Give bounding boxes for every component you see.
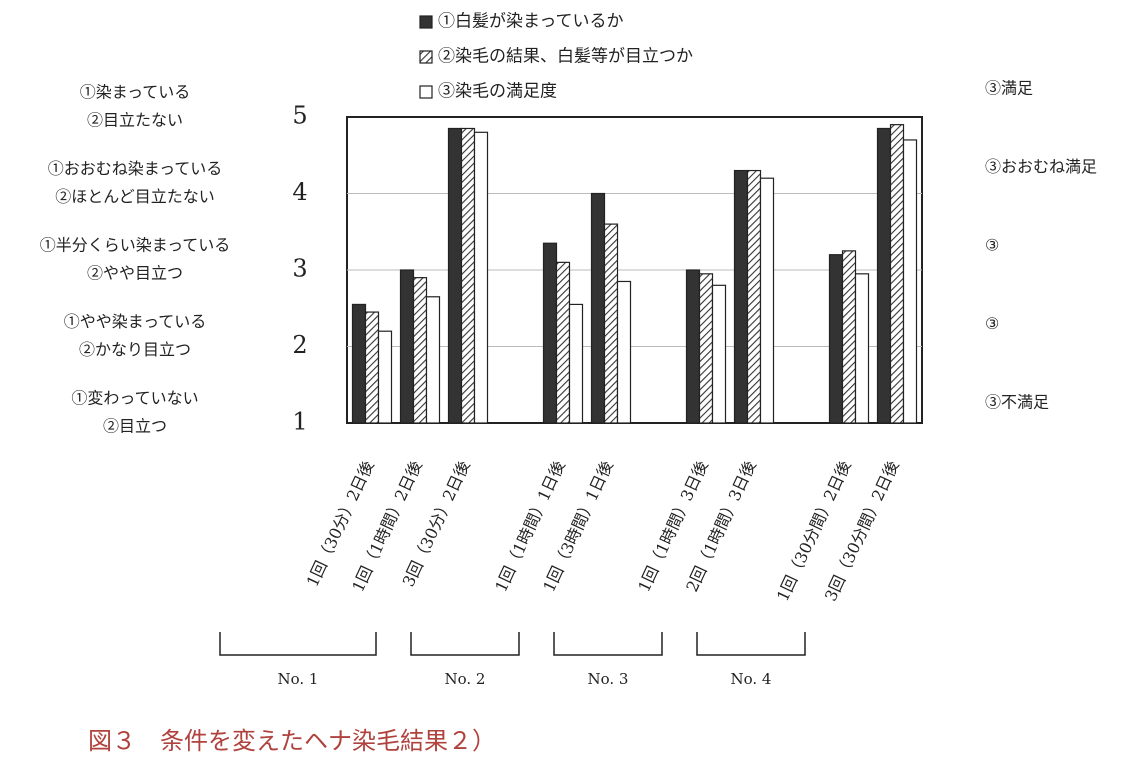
left-level-label: ②やや目立つ (87, 264, 183, 283)
legend-swatch (419, 85, 433, 99)
bar (399, 269, 415, 424)
left-level-label: ①半分くらい染まっている (40, 236, 231, 255)
bar (616, 280, 632, 424)
group-bracket (219, 632, 377, 656)
left-level-label: ②ほとんど目立たない (55, 187, 215, 206)
left-level-label: ①おおむね染まっている (48, 159, 223, 178)
bar (447, 127, 463, 424)
y-tick-label: 4 (292, 178, 307, 206)
bar (568, 303, 584, 424)
group-label: No. 4 (731, 670, 772, 688)
legend-swatch (419, 15, 433, 29)
legend-label: ③染毛の満足度 (438, 82, 557, 102)
bar (603, 223, 619, 424)
right-level-label: ③おおむね満足 (985, 157, 1097, 176)
left-level-label: ②目立つ (103, 417, 167, 436)
bar (759, 177, 775, 424)
bar (889, 124, 905, 424)
legend-swatch (419, 50, 433, 64)
group-label: No. 3 (588, 670, 629, 688)
bar (733, 169, 749, 424)
bar (711, 284, 727, 424)
left-level-label: ①変わっていない (71, 389, 198, 408)
group-bracket (410, 632, 520, 656)
group-bracket (553, 632, 663, 656)
bar (854, 273, 870, 424)
group-label: No. 2 (445, 670, 486, 688)
bar (746, 169, 762, 424)
y-tick-label: 1 (292, 408, 307, 436)
bar (412, 277, 428, 424)
bar (590, 192, 606, 424)
group-bracket (696, 632, 806, 656)
legend-label: ②染毛の結果、白髪等が目立つか (438, 47, 693, 67)
bar (425, 296, 441, 424)
bar (828, 254, 844, 424)
left-level-label: ②目立たない (87, 111, 183, 130)
bar (460, 127, 476, 424)
bar (841, 250, 857, 424)
bar (542, 242, 558, 424)
bar (377, 330, 393, 424)
bar (876, 127, 892, 424)
bar (473, 131, 489, 424)
y-tick-label: 3 (292, 255, 307, 283)
caption: 図３ 条件を変えたヘナ染毛結果２） (88, 727, 496, 755)
bar (698, 273, 714, 424)
right-level-label: ③不満足 (985, 393, 1049, 412)
right-level-label: ③満足 (985, 79, 1033, 98)
bar (364, 311, 380, 424)
right-level-label: ③ (985, 314, 999, 333)
right-level-label: ③ (985, 236, 999, 255)
group-label: No. 1 (278, 670, 319, 688)
bar (685, 269, 701, 424)
y-tick-label: 5 (292, 102, 307, 130)
bar (351, 303, 367, 424)
left-level-label: ①やや染まっている (64, 312, 207, 331)
bar (555, 261, 571, 424)
bar (902, 139, 918, 424)
y-tick-label: 2 (292, 331, 307, 359)
legend-label: ①白髪が染まっているか (438, 12, 623, 32)
left-level-label: ②かなり目立つ (79, 340, 191, 359)
left-level-label: ①染まっている (80, 83, 191, 102)
